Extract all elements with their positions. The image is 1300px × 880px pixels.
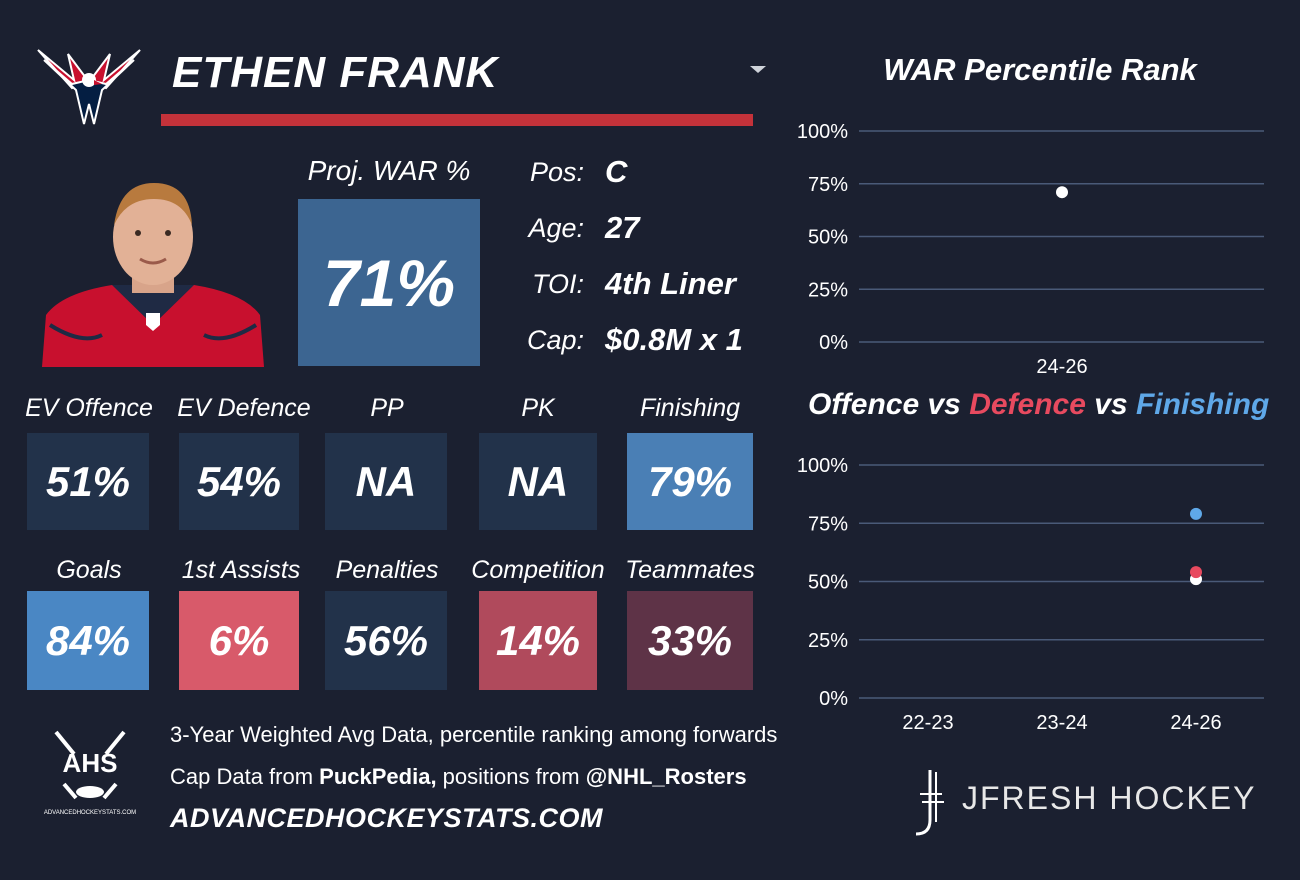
brand-name: JFRESH HOCKEY — [962, 780, 1257, 816]
stat-label-pp: PP — [370, 394, 404, 422]
stat-value-goals: 84% — [45, 616, 131, 664]
chart2-title-vs-2: vs — [1085, 388, 1136, 421]
info-age-value: 27 — [605, 210, 640, 245]
stat-value-penalties: 56% — [343, 616, 429, 664]
stat-value-1st-assists: 6% — [208, 616, 270, 664]
stat-value-ev-offence: 51% — [45, 457, 131, 505]
footer-line2: Cap Data from PuckPedia, positions from … — [170, 764, 747, 790]
stat-label-pk: PK — [521, 394, 555, 422]
stat-value-teammates: 33% — [647, 616, 733, 664]
info-age-key: Age: — [528, 213, 584, 243]
stat-box-penalties: 56% — [325, 591, 447, 690]
stat-label-penalties: Penalties — [335, 556, 439, 584]
stat-box-teammates: 33% — [627, 591, 753, 690]
chart2-xtick-label: 23-24 — [1036, 712, 1087, 734]
jfresh-logo-icon — [906, 766, 950, 838]
stat-label-1st-assists: 1st Assists — [181, 556, 301, 584]
info-pos-key: Pos: — [529, 157, 584, 187]
info-pos-value: C — [605, 154, 628, 189]
chart2-title: Offence vs Defence vs Finishing — [808, 388, 1269, 422]
footer-line2-a: Cap Data from — [170, 764, 320, 789]
chart2-point — [1190, 566, 1202, 579]
info-cap-value: $0.8M x 1 — [605, 322, 743, 357]
name-underline — [161, 114, 753, 126]
stat-value-pk: NA — [507, 457, 569, 505]
stat-label-competition: Competition — [471, 556, 605, 584]
ahs-logo-icon: AHS ADVANCEDHOCKEYSTATS.COM — [40, 726, 140, 818]
stat-label-teammates: Teammates — [625, 556, 755, 584]
chart2-ytick-label: 75% — [808, 513, 848, 535]
proj-war-label: Proj. WAR % — [307, 155, 471, 186]
puckpedia-link[interactable]: PuckPedia, — [319, 764, 437, 789]
stat-box-pp: NA — [325, 433, 447, 530]
team-logo-icon — [34, 44, 144, 130]
proj-war-box: 71% — [298, 199, 480, 366]
chart1-ytick-label: 100% — [797, 121, 848, 143]
chart2-ytick-label: 0% — [819, 688, 848, 710]
chart1-ytick-label: 50% — [808, 227, 848, 249]
proj-war-value: 71% — [322, 245, 456, 320]
chart1-title: WAR Percentile Rank — [883, 52, 1197, 87]
stat-label-ev-offence: EV Offence — [25, 394, 153, 422]
stat-box-competition: 14% — [479, 591, 597, 690]
stat-label-ev-defence: EV Defence — [177, 394, 311, 422]
chart1-ytick-label: 25% — [808, 279, 848, 301]
chart2-title-defence: Defence — [969, 388, 1086, 421]
stat-value-finishing: 79% — [647, 457, 733, 505]
player-name: ETHEN FRANK — [172, 48, 499, 97]
stat-box-1st-assists: 6% — [179, 591, 299, 690]
player-photo — [42, 175, 264, 367]
chart1-point — [1056, 186, 1068, 199]
offence-defence-finishing-chart: 100% 75% 50% 25% 0% 22-23 23-24 24-26 — [797, 455, 1264, 734]
chart2-ytick-label: 50% — [808, 572, 848, 594]
chart2-ytick-label: 100% — [797, 455, 848, 477]
chart2-title-vs-1: vs — [919, 388, 970, 421]
chart2-title-offence: Offence — [808, 388, 920, 421]
stat-box-ev-defence: 54% — [179, 433, 299, 530]
stat-label-goals: Goals — [56, 556, 122, 584]
stat-box-pk: NA — [479, 433, 597, 530]
info-cap-key: Cap: — [526, 325, 584, 355]
dropdown-caret-icon[interactable] — [750, 66, 766, 73]
footer-line1: 3-Year Weighted Avg Data, percentile ran… — [170, 722, 778, 747]
stat-box-goals: 84% — [27, 591, 149, 690]
chart2-title-finishing: Finishing — [1135, 388, 1270, 421]
info-toi-key: TOI: — [531, 269, 584, 299]
stat-value-pp: NA — [355, 457, 417, 505]
info-toi-value: 4th Liner — [605, 266, 736, 301]
chart1-ytick-label: 0% — [819, 332, 848, 354]
stat-box-ev-offence: 51% — [27, 433, 149, 530]
footer-line2-c: positions from — [436, 764, 586, 789]
site-url-link[interactable]: ADVANCEDHOCKEYSTATS.COM — [170, 803, 604, 833]
nhl-rosters-link[interactable]: @NHL_Rosters — [585, 764, 747, 789]
chart1-xtick-label: 24-26 — [1036, 356, 1087, 378]
stat-label-finishing: Finishing — [639, 394, 741, 422]
chart2-ytick-label: 25% — [808, 630, 848, 652]
chart1-ytick-label: 75% — [808, 174, 848, 196]
stat-box-finishing: 79% — [627, 433, 753, 530]
chart2-xtick-label: 22-23 — [902, 712, 953, 734]
chart2-xtick-label: 24-26 — [1170, 712, 1221, 734]
ahs-logo-sub: ADVANCEDHOCKEYSTATS.COM — [44, 810, 136, 816]
war-percentile-chart: 100% 75% 50% 25% 0% 24-26 — [797, 121, 1264, 378]
stat-value-ev-defence: 54% — [196, 457, 282, 505]
stat-value-competition: 14% — [495, 616, 581, 664]
chart2-point — [1190, 507, 1202, 520]
ahs-logo-text: AHS — [63, 748, 118, 778]
